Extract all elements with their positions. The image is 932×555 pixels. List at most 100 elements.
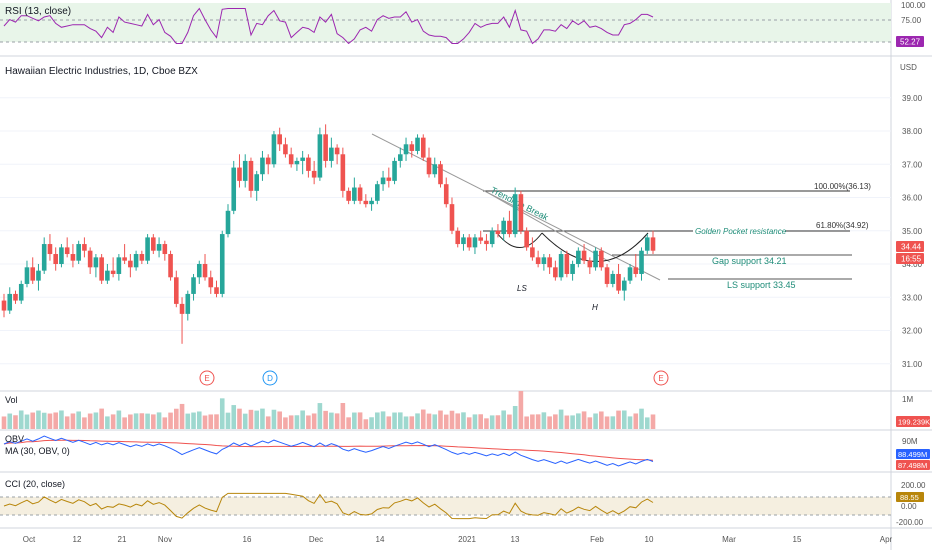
volume-bar (208, 414, 214, 429)
time-axis-label: Nov (158, 535, 172, 544)
volume-bar (76, 411, 81, 429)
candle-body (64, 247, 70, 255)
dividend-marker-icon[interactable] (262, 370, 278, 386)
candle-body (82, 244, 87, 251)
cci-label: CCI (20, close) (5, 479, 65, 489)
candle-body (47, 244, 53, 255)
volume-bar (604, 416, 610, 429)
earnings-marker-text: E (204, 374, 209, 383)
volume-bar (300, 410, 305, 429)
earnings-marker-text: E (658, 374, 663, 383)
volume-bar (1, 416, 7, 429)
candle-body (162, 244, 168, 255)
candle-body (116, 257, 122, 274)
obv-label: OBV (5, 434, 24, 444)
volume-bar (191, 412, 196, 429)
rsi-value-tag (896, 36, 924, 47)
volume-bar (501, 410, 506, 429)
volume-bar (99, 408, 104, 429)
candle-body (254, 174, 260, 191)
candle-body (1, 300, 7, 311)
volume-bar (478, 414, 483, 429)
candle-body (36, 270, 41, 281)
candle-body (191, 277, 196, 294)
left-shoulder-arc (496, 232, 543, 248)
candle-body (627, 267, 633, 281)
candle-body (128, 260, 133, 268)
volume-bar (576, 413, 581, 429)
gap-support-label: Gap support 34.21 (712, 256, 787, 266)
candle-body (24, 267, 30, 284)
obv-tag-text: 88.499M (898, 450, 927, 459)
earnings-marker-icon[interactable] (199, 370, 215, 386)
volume-bar (472, 414, 478, 429)
candle-body (461, 237, 466, 245)
time-axis-label: 2021 (458, 535, 476, 544)
volume-bar (294, 415, 300, 429)
candle-body (185, 293, 191, 314)
fib-100-label: 100.00%(36.13) (814, 182, 871, 191)
candle-body (13, 293, 18, 301)
candle-body (174, 277, 179, 304)
candle-body (489, 230, 495, 245)
candle-body (202, 264, 208, 278)
earnings-marker-icon[interactable] (653, 370, 669, 386)
dividend-marker-text: D (267, 374, 273, 383)
volume-bar (122, 417, 127, 429)
time-axis-label: Feb (590, 535, 604, 544)
volume-bar (397, 412, 403, 429)
candle-body (581, 250, 587, 261)
volume-bar (254, 410, 260, 429)
volume-bar (466, 417, 472, 429)
candle-body (547, 257, 552, 268)
candle-body (59, 247, 64, 264)
time-axis-label: Mar (722, 535, 736, 544)
volume-bar (489, 415, 495, 429)
volume-bar (225, 412, 231, 429)
volume-bar (53, 412, 58, 429)
volume-bar (174, 408, 179, 429)
price-tick-label: 36.00 (902, 194, 923, 203)
volume-bar (530, 414, 535, 429)
volume-bar (438, 410, 443, 429)
candle-body (369, 200, 374, 205)
volume-bar (179, 403, 185, 429)
candle-body (288, 154, 294, 165)
volume-bar (524, 416, 529, 429)
volume-bar (426, 413, 432, 429)
volume-bar (507, 414, 512, 429)
volume-bar (564, 415, 570, 429)
candle-body (306, 157, 311, 171)
obv-ma-tag-text: 87.498M (898, 461, 927, 470)
candle-body (610, 273, 616, 284)
volume-bar (30, 412, 36, 429)
volume-bar (455, 413, 461, 429)
candle-body (587, 260, 593, 268)
candle-body (151, 237, 156, 251)
time-axis-label: 21 (118, 535, 127, 544)
candle-body (621, 280, 627, 291)
volume-bar (82, 417, 87, 429)
volume-bar (18, 410, 24, 429)
golden-pocket-label: Golden Pocket resistance (695, 227, 787, 236)
volume-bar (24, 414, 30, 429)
symbol-label: Hawaiian Electric Industries, 1D, Cboe B… (5, 66, 198, 77)
candle-body (87, 250, 93, 268)
volume-bar (36, 410, 41, 429)
cci-tick-200: 200.00 (901, 481, 926, 490)
candle-body (397, 154, 403, 161)
candle-body (524, 230, 529, 248)
candle-body (443, 184, 449, 205)
volume-tick: 1M (902, 395, 913, 404)
volume-bar (7, 413, 13, 429)
volume-bar (380, 411, 386, 429)
rsi-tick-100: 100.00 (901, 1, 926, 10)
candle-body (357, 187, 363, 201)
volume-bar (415, 413, 420, 429)
volume-bar (610, 416, 616, 429)
rsi-tick-75: 75.00 (901, 16, 922, 25)
volume-bar (242, 413, 248, 429)
candle-body (323, 134, 328, 161)
price-tick-label: 31.00 (902, 360, 923, 369)
candle-body (449, 204, 455, 231)
